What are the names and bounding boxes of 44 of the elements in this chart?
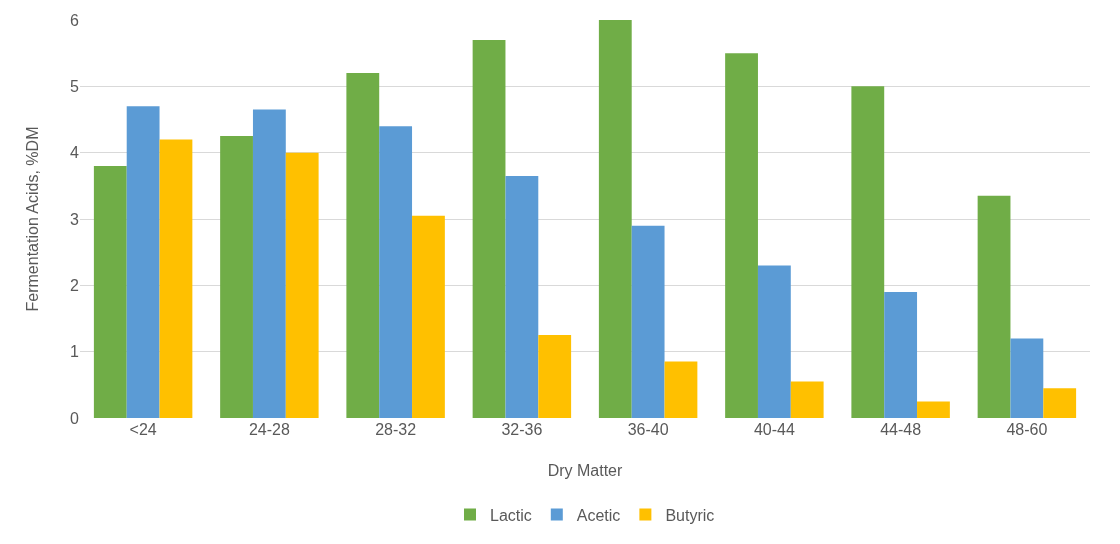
x-tick-label: 32-36 [501, 421, 543, 438]
bar [538, 335, 572, 418]
bar [664, 361, 698, 418]
x-tick-label: 24-28 [248, 421, 290, 438]
x-tick-label: 48-60 [1006, 421, 1048, 438]
bar [252, 109, 286, 418]
y-tick-label: 4 [70, 144, 80, 162]
y-axis-title: Fermentation Acids, %DM [24, 126, 41, 312]
legend-label: Acetic [576, 506, 621, 524]
bar [598, 20, 632, 418]
bar [346, 73, 380, 418]
bar [1043, 388, 1077, 418]
bar [159, 139, 193, 418]
x-tick-label: 44-48 [880, 421, 922, 438]
y-tick-label: 5 [70, 77, 80, 95]
bar [220, 136, 253, 418]
bar [757, 265, 791, 418]
bar [725, 53, 758, 418]
bar [472, 39, 506, 418]
bar [379, 126, 413, 418]
y-tick-label: 0 [70, 409, 80, 427]
x-axis-title: Dry Matter [547, 462, 624, 479]
x-tick-label: <24 [129, 421, 157, 438]
y-tick-label: 3 [70, 210, 80, 228]
bar [631, 225, 665, 418]
bar [851, 86, 885, 418]
x-tick-label: 40-44 [753, 421, 795, 438]
y-tick-label: 6 [70, 11, 80, 29]
bar [977, 195, 1011, 418]
bar [917, 401, 950, 418]
bar [93, 165, 127, 418]
x-tick-label: 36-40 [627, 421, 669, 438]
legend-label: Butyric [665, 506, 715, 524]
bar [1010, 338, 1044, 418]
bar [126, 106, 160, 418]
bar [505, 175, 539, 418]
bar [790, 381, 824, 418]
x-tick-label: 28-32 [375, 421, 417, 438]
bar [884, 291, 918, 418]
y-tick-label: 2 [70, 276, 80, 294]
bar [285, 152, 319, 418]
y-tick-label: 1 [70, 343, 80, 361]
legend-label: Lactic [490, 506, 532, 524]
bar [412, 215, 445, 418]
